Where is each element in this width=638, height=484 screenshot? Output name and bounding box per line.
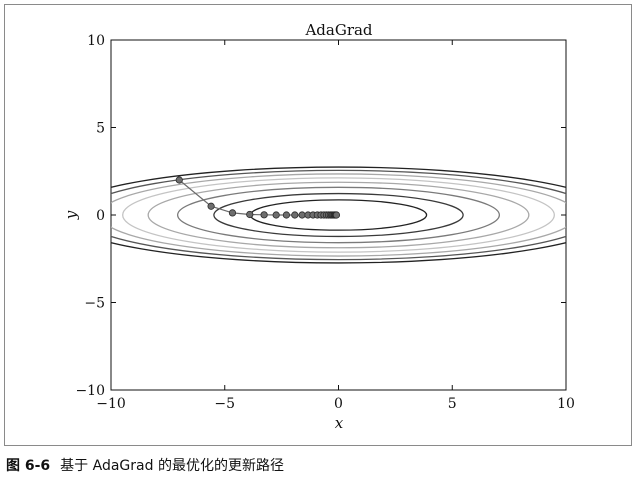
contour-level-5 bbox=[122, 177, 555, 253]
contour-level-7 bbox=[111, 169, 566, 261]
path-point bbox=[246, 210, 254, 219]
adagrad-chart: −10 −5 0 5 10 −10 −5 0 5 10 AdaGrad x y bbox=[62, 21, 575, 432]
caption-text: 基于 AdaGrad 的最优化的更新路径 bbox=[60, 458, 284, 474]
contour-level-2 bbox=[213, 192, 464, 238]
x-axis-label: x bbox=[335, 414, 344, 432]
path-point bbox=[282, 211, 291, 219]
y-tick-label: −10 bbox=[75, 383, 105, 399]
y-tick-label: −5 bbox=[84, 296, 105, 312]
path-point bbox=[332, 211, 341, 219]
x-tick-label: 5 bbox=[448, 396, 457, 412]
chart-title: AdaGrad bbox=[304, 21, 372, 39]
axis-tick-labels: −10 −5 0 5 10 −10 −5 0 5 10 bbox=[75, 33, 574, 412]
x-tick-label: −10 bbox=[96, 396, 126, 412]
figure-caption: 图 6-6 基于 AdaGrad 的最优化的更新路径 bbox=[6, 455, 284, 475]
contour-level-3 bbox=[176, 186, 501, 244]
contour-lines bbox=[111, 166, 566, 264]
path-point bbox=[272, 211, 280, 219]
x-tick-label: 0 bbox=[334, 396, 343, 412]
y-axis-label: y bbox=[62, 210, 80, 220]
path-point bbox=[228, 209, 237, 217]
optimization-path bbox=[175, 176, 341, 219]
x-tick-label: −5 bbox=[214, 396, 235, 412]
figure-frame bbox=[4, 4, 632, 446]
path-point bbox=[175, 176, 183, 184]
axis-ticks bbox=[110, 39, 567, 391]
contour-level-4 bbox=[147, 181, 530, 249]
path-point bbox=[298, 211, 306, 219]
y-tick-label: 10 bbox=[87, 33, 105, 49]
x-tick-label: 10 bbox=[557, 396, 575, 412]
y-tick-label: 5 bbox=[96, 121, 105, 137]
path-point bbox=[207, 202, 215, 210]
contour-level-6 bbox=[111, 173, 566, 257]
y-tick-label: 0 bbox=[96, 208, 105, 224]
figure-number: 图 6-6 bbox=[6, 458, 51, 474]
path-point bbox=[291, 211, 299, 219]
path-point bbox=[260, 211, 268, 219]
contour-level-8 bbox=[111, 166, 566, 264]
